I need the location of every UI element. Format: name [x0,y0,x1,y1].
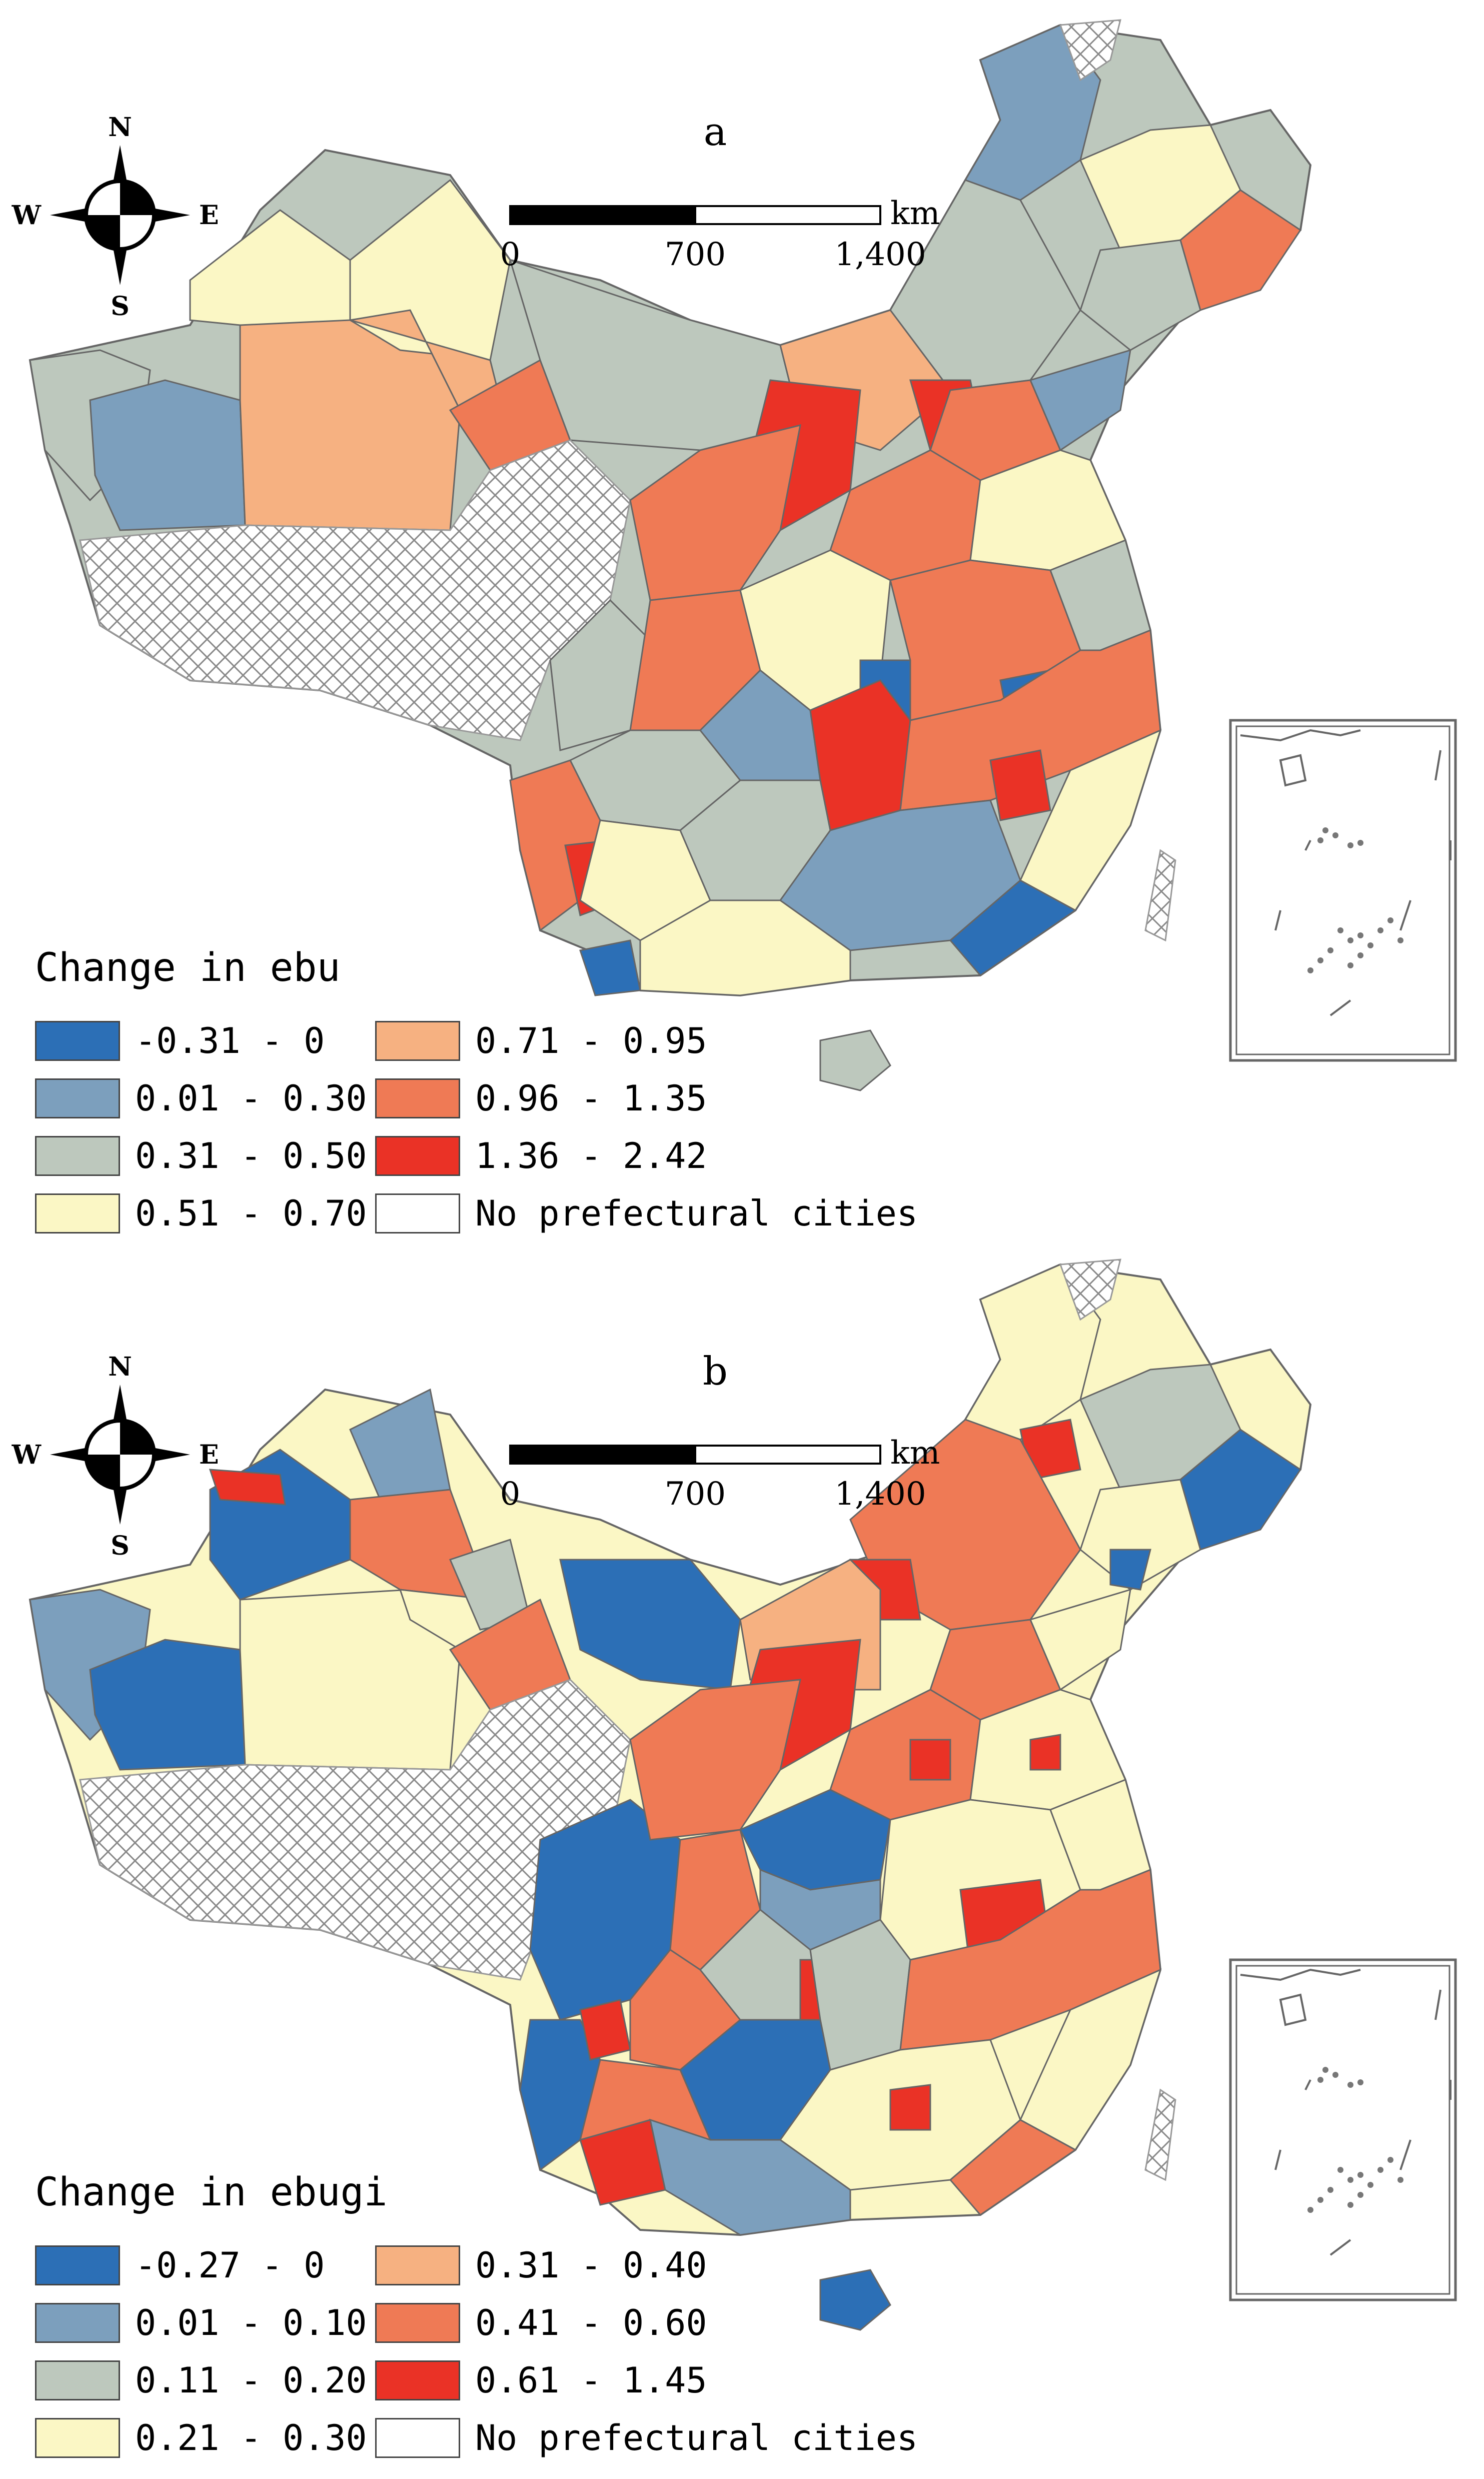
legend-item: -0.27 - 0 [35,2245,325,2286]
legend-range: 0.21 - 0.30 [135,2417,367,2458]
compass-s-label: S [111,291,130,322]
legend-no-data-label: No prefectural cities [475,2417,918,2458]
legend-item: 0.51 - 0.70 [35,1193,367,1234]
legend-item: 0.01 - 0.10 [35,2302,367,2343]
scale-bar: 0 700 1,400 km [500,195,940,273]
north-arrow-compass: N S E W [12,112,219,322]
legend-swatch [375,2303,460,2343]
legend-swatch [35,2418,120,2458]
taiwan-island [1144,2088,1176,2181]
legend-swatch [35,1193,120,1233]
legend-swatch [35,1078,120,1118]
legend-swatch [375,2360,460,2400]
legend-title: Change in ebu [35,945,341,990]
legend-item-no-data: No prefectural cities [375,2417,918,2458]
compass-w-label: W [12,200,42,231]
legend-swatch [35,2360,120,2400]
legend-swatch [375,1078,460,1118]
scale-unit: km [890,1435,940,1472]
legend-item: 0.11 - 0.20 [35,2360,367,2401]
scale-unit: km [890,195,940,232]
legend-item: 1.36 - 2.42 [375,1135,707,1176]
scale-tick-0: 0 [500,236,521,273]
legend-item: 0.01 - 0.30 [35,1078,367,1119]
china-choropleth-map-b: b N S E W 0 700 1,400 km [12,1259,1457,2331]
scale-tick-1400: 1,400 [834,236,926,273]
legend-range: -0.31 - 0 [135,1020,325,1061]
panel-label-b: b [703,1349,728,1394]
legend-range: 0.71 - 0.95 [475,1020,707,1061]
legend-range: 0.96 - 1.35 [475,1078,707,1119]
legend-range: 0.01 - 0.30 [135,1078,367,1119]
south-china-sea-inset [1229,1958,1457,2301]
legend-item: 0.61 - 1.45 [375,2360,707,2401]
map-panel-a: a N S E W 0 700 1,400 km [0,0,1484,1239]
map-panel-b: b N S E W 0 700 1,400 km [0,1239,1484,2479]
legend-range: 0.31 - 0.50 [135,1135,367,1176]
legend-item: 0.41 - 0.60 [375,2302,707,2343]
hainan-island [819,1029,891,1091]
legend-swatch-hatch [375,2418,460,2458]
legend-range: 0.01 - 0.10 [135,2302,367,2343]
legend-item: 0.96 - 1.35 [375,1078,707,1119]
scale-tick-700: 700 [665,236,726,273]
legend-range: 0.61 - 1.45 [475,2360,707,2401]
south-china-sea-inset [1229,719,1457,1062]
compass-s-label: S [111,1531,130,1561]
legend-swatch [35,1021,120,1061]
legend-range: -0.27 - 0 [135,2245,325,2286]
china-choropleth-map-a: a N S E W 0 700 1,400 km [12,19,1457,1091]
legend-range: 0.51 - 0.70 [135,1193,367,1234]
legend-swatch [375,1021,460,1061]
compass-n-label: N [108,112,132,143]
compass-w-label: W [12,1440,42,1470]
legend-item: 0.71 - 0.95 [375,1020,707,1061]
legend-item: -0.31 - 0 [35,1020,325,1061]
compass-n-label: N [108,1352,132,1382]
legend-range: 1.36 - 2.42 [475,1135,707,1176]
legend-swatch [375,1136,460,1176]
legend-range: 0.31 - 0.40 [475,2245,707,2286]
legend-swatch [35,2245,120,2285]
scale-bar: 0 700 1,400 km [500,1435,940,1513]
legend-swatch [35,2303,120,2343]
north-arrow-compass: N S E W [12,1352,219,1561]
scale-tick-1400: 1,400 [834,1476,926,1513]
legend-item: 0.21 - 0.30 [35,2417,367,2458]
legend-title: Change in ebugi [35,2170,388,2215]
legend-range: 0.41 - 0.60 [475,2302,707,2343]
legend-swatch [375,2245,460,2285]
legend-swatch [35,1136,120,1176]
hainan-island [819,2269,891,2331]
legend-item: 0.31 - 0.50 [35,1135,367,1176]
legend-swatch-hatch [375,1193,460,1233]
scale-tick-700: 700 [665,1476,726,1513]
panel-label-a: a [704,110,727,155]
legend-no-data-label: No prefectural cities [475,1193,918,1234]
compass-e-label: E [199,1440,219,1470]
scale-tick-0: 0 [500,1476,521,1513]
taiwan-island [1144,849,1176,942]
legend-range: 0.11 - 0.20 [135,2360,367,2401]
legend-item: 0.31 - 0.40 [375,2245,707,2286]
legend-item-no-data: No prefectural cities [375,1193,918,1234]
compass-e-label: E [199,200,219,231]
